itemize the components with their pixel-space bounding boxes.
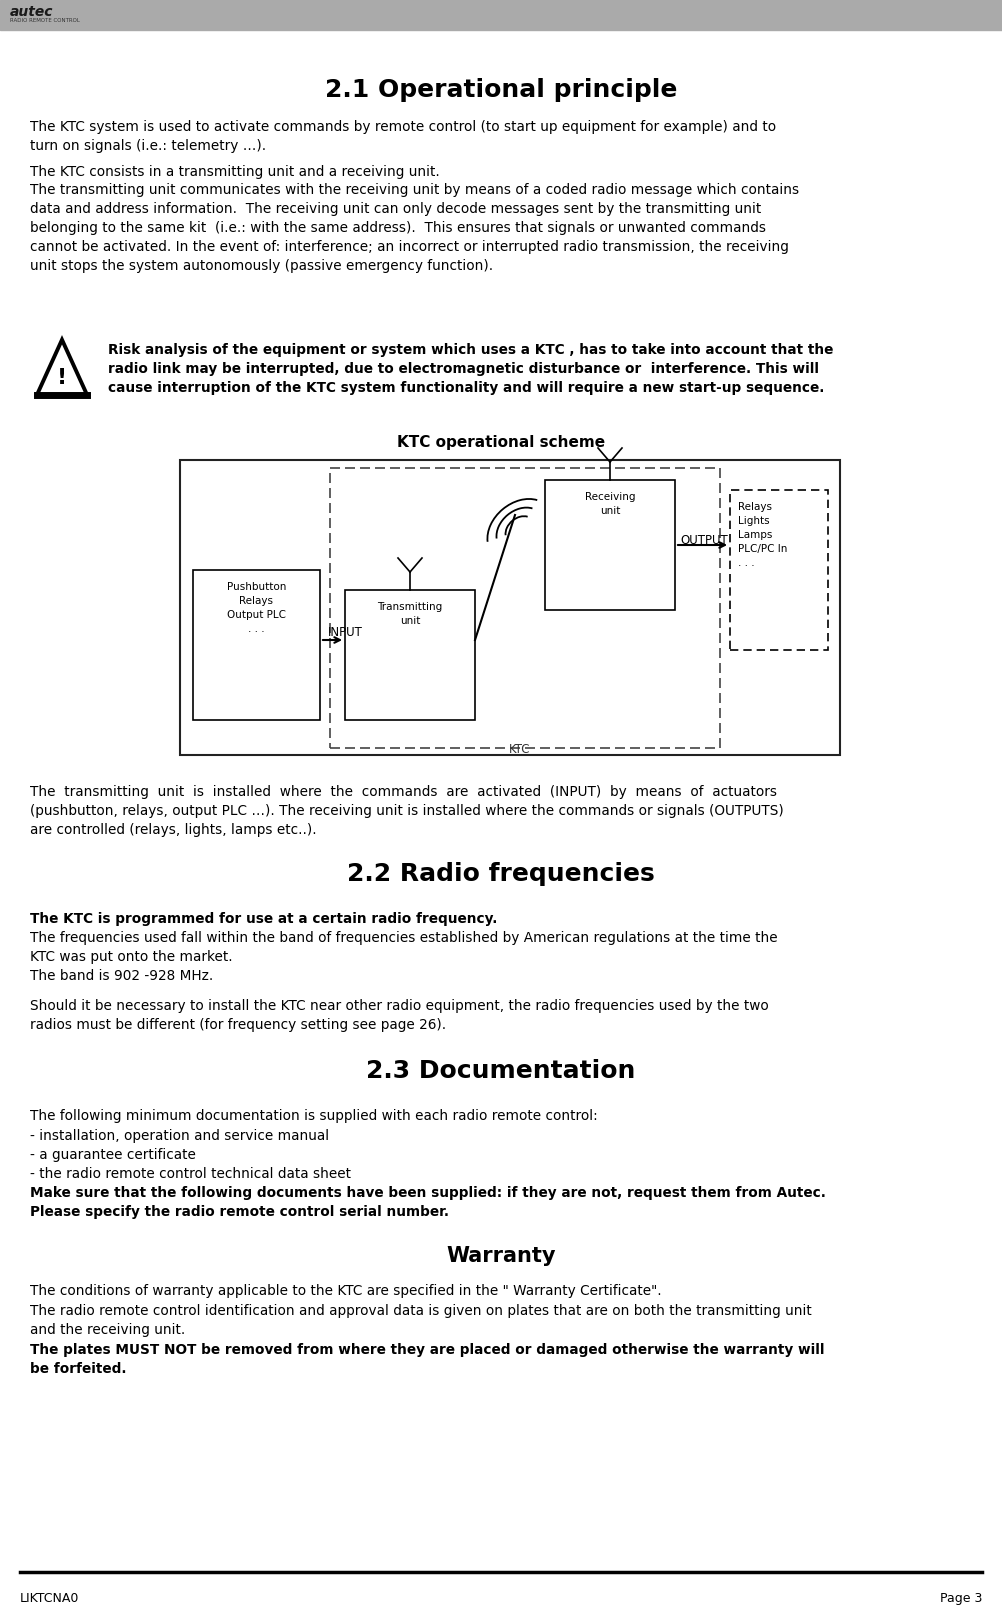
Text: autec: autec <box>10 5 53 19</box>
Text: INPUT: INPUT <box>328 625 363 638</box>
Text: The  transmitting  unit  is  installed  where  the  commands  are  activated  (I: The transmitting unit is installed where… <box>30 784 784 837</box>
Text: The KTC consists in a transmitting unit and a receiving unit.: The KTC consists in a transmitting unit … <box>30 166 440 178</box>
Text: 2.1 Operational principle: 2.1 Operational principle <box>325 79 677 101</box>
Text: The following minimum documentation is supplied with each radio remote control:: The following minimum documentation is s… <box>30 1109 598 1123</box>
Text: Risk analysis of the equipment or system which uses a KTC , has to take into acc: Risk analysis of the equipment or system… <box>108 342 834 395</box>
Text: - installation, operation and service manual
- a guarantee certificate
- the rad: - installation, operation and service ma… <box>30 1130 351 1181</box>
Text: The KTC system is used to activate commands by remote control (to start up equip: The KTC system is used to activate comma… <box>30 121 777 153</box>
Text: Transmitting
unit: Transmitting unit <box>378 603 443 627</box>
Text: KTC operational scheme: KTC operational scheme <box>397 435 605 450</box>
Text: !: ! <box>57 368 67 389</box>
Text: The radio remote control identification and approval data is given on plates tha: The radio remote control identification … <box>30 1303 812 1337</box>
Text: Page 3: Page 3 <box>940 1593 982 1605</box>
Text: The plates MUST NOT be removed from where they are placed or damaged otherwise t: The plates MUST NOT be removed from wher… <box>30 1343 825 1376</box>
Bar <box>193 570 320 720</box>
Bar <box>730 490 828 649</box>
Text: LIKTCNA0: LIKTCNA0 <box>20 1593 79 1605</box>
Text: RADIO REMOTE CONTROL: RADIO REMOTE CONTROL <box>10 18 80 22</box>
Bar <box>545 480 675 611</box>
Text: The KTC is programmed for use at a certain radio frequency.: The KTC is programmed for use at a certa… <box>30 913 497 926</box>
Text: 2.3 Documentation: 2.3 Documentation <box>367 1059 635 1083</box>
Text: The frequencies used fall within the band of frequencies established by American: The frequencies used fall within the ban… <box>30 930 778 964</box>
Text: The transmitting unit communicates with the receiving unit by means of a coded r: The transmitting unit communicates with … <box>30 183 800 273</box>
Text: 2.2 Radio frequencies: 2.2 Radio frequencies <box>347 861 655 885</box>
Text: Warranty: Warranty <box>446 1245 556 1266</box>
Text: Should it be necessary to install the KTC near other radio equipment, the radio : Should it be necessary to install the KT… <box>30 1000 769 1032</box>
Text: Receiving
unit: Receiving unit <box>585 492 635 516</box>
Bar <box>0 0 1002 31</box>
Text: The conditions of warranty applicable to the KTC are specified in the " Warranty: The conditions of warranty applicable to… <box>30 1284 661 1298</box>
Text: OUTPUT: OUTPUT <box>680 534 727 546</box>
Text: Make sure that the following documents have been supplied: if they are not, requ: Make sure that the following documents h… <box>30 1186 826 1220</box>
Text: KTC: KTC <box>509 742 531 755</box>
Text: The band is 902 -928 MHz.: The band is 902 -928 MHz. <box>30 969 213 983</box>
Bar <box>330 468 720 747</box>
Text: Relays
Lights
Lamps
PLC/PC In
. . .: Relays Lights Lamps PLC/PC In . . . <box>738 501 788 567</box>
Bar <box>180 460 840 755</box>
Text: Pushbutton
Relays
Output PLC
. . .: Pushbutton Relays Output PLC . . . <box>226 582 287 635</box>
Bar <box>345 590 475 720</box>
